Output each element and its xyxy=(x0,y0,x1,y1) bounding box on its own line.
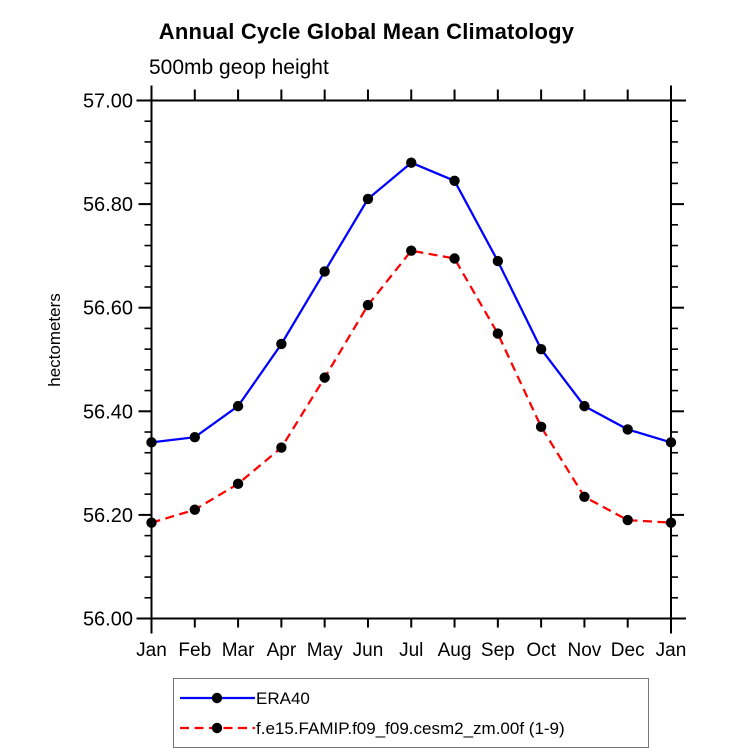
series-line-0 xyxy=(151,161,672,444)
data-point-marker-s0 xyxy=(579,400,590,412)
data-point-marker-s0 xyxy=(146,437,157,448)
x-axis-tick-label: Feb xyxy=(178,640,211,661)
y-axis-title: hectometers xyxy=(45,293,64,387)
data-point-marker-s1 xyxy=(579,491,590,502)
x-axis-tick-label: Dec xyxy=(611,640,645,661)
x-axis-tick-label: Mar xyxy=(222,640,255,661)
y-axis-tick-label: 56.00 xyxy=(83,609,133,631)
plot-frame xyxy=(150,99,672,620)
data-point-marker-s1 xyxy=(622,514,633,526)
data-point-marker-s0 xyxy=(232,400,244,412)
data-point-marker-s1 xyxy=(406,245,417,256)
x-axis-tick-label: Jan xyxy=(136,640,167,661)
legend-sample-marker xyxy=(211,722,223,734)
data-point-marker-s1 xyxy=(189,504,200,515)
chart-subtitle: 500mb geop height xyxy=(149,56,329,79)
data-point-marker-s0 xyxy=(449,175,460,186)
legend-line-sample xyxy=(180,692,255,704)
y-axis-tick-label: 57.00 xyxy=(83,91,133,113)
chart-title: Annual Cycle Global Mean Climatology xyxy=(158,19,575,44)
x-axis-tick-label: Aug xyxy=(438,640,472,661)
x-axis-tick-label: Nov xyxy=(568,640,602,661)
legend-label: f.e15.FAMIP.f09_f09.cesm2_zm.00f (1-9) xyxy=(256,718,565,738)
x-axis-tick-label: Jul xyxy=(399,640,423,661)
y-axis-tick-label: 56.80 xyxy=(83,194,133,216)
legend-box: ERA40 f.e15.FAMIP.f09_f09.cesm2_zm.00f (… xyxy=(173,678,649,748)
y-axis-tick-label: 56.40 xyxy=(83,401,133,423)
data-point-marker-s1 xyxy=(492,328,504,339)
data-point-marker-s1 xyxy=(665,517,677,528)
legend-entry-model: f.e15.FAMIP.f09_f09.cesm2_zm.00f (1-9) xyxy=(179,713,648,743)
legend-line-sample xyxy=(180,722,255,734)
x-axis-tick-label: Oct xyxy=(526,640,556,661)
y-axis-tick-label: 56.60 xyxy=(83,298,133,320)
data-point-marker-s0 xyxy=(319,266,330,277)
data-point-marker-s0 xyxy=(406,157,417,168)
y-axis-tick-label: 56.20 xyxy=(83,505,133,527)
data-point-marker-s0 xyxy=(276,338,287,350)
data-point-marker-s1 xyxy=(362,299,374,311)
data-point-marker-s0 xyxy=(492,255,504,267)
series-line-1 xyxy=(151,249,672,524)
x-axis-tick-label: Jun xyxy=(353,640,384,661)
data-point-marker-s1 xyxy=(535,421,547,433)
data-point-marker-s0 xyxy=(362,193,374,205)
data-point-marker-s1 xyxy=(319,372,330,383)
data-point-marker-s0 xyxy=(535,343,547,355)
legend-label: ERA40 xyxy=(256,688,310,708)
data-point-marker-s0 xyxy=(622,424,633,435)
x-axis-tick-label: Apr xyxy=(267,640,297,661)
data-point-marker-s0 xyxy=(189,432,200,443)
legend-entry-era40: ERA40 xyxy=(179,683,648,713)
data-point-marker-s1 xyxy=(276,442,287,453)
data-point-marker-s1 xyxy=(449,253,460,264)
x-axis-tick-label: May xyxy=(307,640,343,661)
data-point-marker-s0 xyxy=(665,437,677,448)
x-axis-tick-label: Sep xyxy=(481,640,515,661)
data-point-marker-s1 xyxy=(146,517,157,528)
legend-sample-marker xyxy=(211,692,223,704)
x-axis-tick-label: Jan xyxy=(656,640,687,661)
data-point-marker-s1 xyxy=(232,478,244,490)
